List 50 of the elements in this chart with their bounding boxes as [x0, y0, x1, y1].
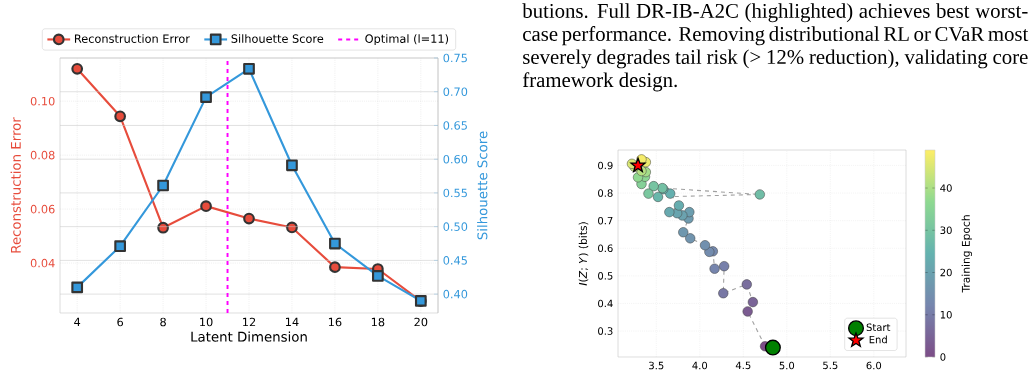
y-tick-label: 0.7	[598, 216, 613, 225]
x-tick-label: 16	[328, 317, 342, 327]
y2-tick-label: 0.50	[443, 222, 468, 231]
x-tick-label: 4	[74, 317, 81, 326]
legend-label: Start	[866, 323, 891, 332]
x-axis-title: Latent Dimension	[191, 331, 307, 342]
y-tick-label: 0.8	[598, 189, 613, 197]
color-bar-label: 40	[940, 184, 952, 192]
y-tick-label: 0.5	[598, 272, 613, 280]
x-tick-label: 5.0	[779, 361, 795, 370]
x-tick-label: 5.5	[823, 361, 838, 370]
y-tick-label: 0.04	[30, 258, 55, 268]
y-tick-label: 0.4	[598, 299, 613, 308]
legend-label: Silhouette Score	[231, 34, 324, 43]
y-tick-label: 0.3	[598, 327, 613, 335]
color-bar-title: Training Epoch	[961, 215, 972, 293]
x-tick-label: 8	[160, 317, 166, 327]
legend-label: Reconstruction Error	[74, 34, 190, 43]
y2-axis-title: Silhouette Score	[477, 131, 488, 240]
x-tick-label: 10	[200, 317, 213, 327]
y2-tick-label: 0.65	[443, 121, 467, 130]
text: butions. Full DR-IB-A2C (highlighted) achieves best worst-case performance. Removing distributional RL or CVaR most severely degrades tail risk (> 12% reduction), validating core framework design.	[522, 3, 1029, 92]
y-tick-label: 0.08	[30, 150, 55, 160]
x-tick-label: 6	[117, 317, 124, 327]
legend-label: Optimal (l=11)	[365, 34, 449, 46]
color-bar-label: 10	[940, 310, 952, 319]
x-tick-label: 4.5	[735, 361, 751, 370]
y-tick-label: 0.10	[30, 96, 55, 106]
x-tick-label: 6.0	[866, 361, 882, 370]
color-bar-label: 20	[940, 268, 952, 277]
y-tick-label: 0.9	[598, 161, 613, 170]
y2-tick-label: 0.45	[443, 256, 467, 265]
x-tick-label: 20	[414, 317, 428, 327]
y2-tick-label: 0.60	[443, 154, 468, 164]
y-axis-title: I(Z; Y) (bits)	[578, 222, 589, 286]
x-tick-label: 4.0	[692, 361, 708, 370]
x-tick-label: 3.5	[649, 361, 664, 370]
y2-tick-label: 0.75	[443, 53, 467, 63]
y-tick-label: 0.06	[30, 204, 55, 214]
x-tick-label: 18	[371, 317, 385, 327]
y2-tick-label: 0.55	[443, 188, 467, 198]
legend-label: End	[869, 335, 887, 344]
y-axis-title: Reconstruction Error	[10, 117, 21, 253]
y2-tick-label: 0.40	[443, 289, 468, 299]
y2-tick-label: 0.70	[443, 87, 468, 97]
x-tick-label: 12	[243, 317, 256, 327]
color-bar-label: 0	[940, 353, 946, 361]
color-bar-label: 30	[940, 226, 952, 235]
y-tick-label: 0.6	[598, 244, 613, 253]
x-tick-label: 14	[286, 317, 299, 326]
